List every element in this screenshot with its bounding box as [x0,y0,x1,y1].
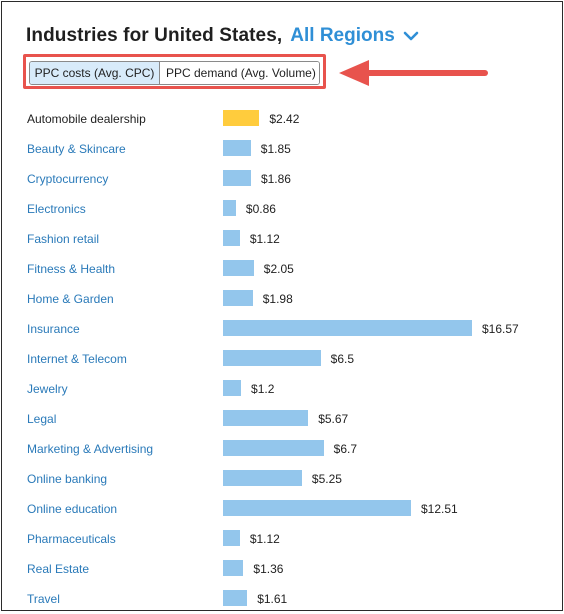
industry-row: Insurance $16.57 [27,314,547,344]
cpc-value-label: $5.67 [318,412,349,426]
industry-label[interactable]: Cryptocurrency [27,172,109,186]
industry-row: Pharmaceuticals $1.12 [27,524,547,554]
industry-label[interactable]: Home & Garden [27,292,114,306]
industry-label[interactable]: Legal [27,412,57,426]
cpc-value-label: $6.7 [333,442,358,456]
cpc-value-label: $1.61 [257,592,288,606]
cpc-value-label: $5.25 [311,472,342,486]
cpc-bar [223,500,411,516]
industry-row: Internet & Telecom $6.5 [27,344,547,374]
cpc-bar [223,560,244,576]
cpc-value-label: $12.51 [420,502,458,516]
industry-row: Online education $12.51 [27,494,547,524]
cpc-value-label: $0.86 [245,202,276,216]
industry-label: Automobile dealership [27,112,146,126]
cpc-value-label: $1.36 [253,562,284,576]
cpc-value-label: $2.05 [263,262,294,276]
industry-row: Home & Garden $1.98 [27,284,547,314]
cpc-bar [223,350,321,366]
industry-label[interactable]: Beauty & Skincare [27,142,126,156]
metric-toggle-highlight: PPC costs (Avg. CPC) PPC demand (Avg. Vo… [23,54,326,89]
region-dropdown-label: All Regions [290,25,395,46]
cpc-value-label: $1.12 [249,532,280,546]
cpc-bar [223,590,248,606]
cpc-bar [223,410,309,426]
cpc-value-label: $1.86 [260,172,291,186]
industry-label[interactable]: Online education [27,502,118,516]
industry-row: Jewelry $1.2 [27,374,547,404]
cpc-bar [223,380,242,396]
page-title: Industries for United States, [26,25,283,46]
industry-row: Electronics $0.86 [27,194,547,224]
industry-row: Marketing & Advertising $6.7 [27,434,547,464]
industry-label[interactable]: Fashion retail [27,232,100,246]
cpc-value-label: $1.2 [251,382,275,396]
industry-label[interactable]: Electronics [27,202,86,216]
cpc-bar [223,140,251,156]
ppc-demand-tab[interactable]: PPC demand (Avg. Volume) [160,62,319,84]
industry-row: Real Estate $1.36 [27,554,547,584]
industry-label[interactable]: Travel [27,592,60,606]
industry-list: Automobile dealership $2.42 Beauty & Skinc… [27,104,547,614]
cpc-bar [223,470,302,486]
cpc-bar [223,320,472,336]
industry-row: Beauty & Skincare $1.85 [27,134,547,164]
industry-row: Travel $1.61 [27,584,547,614]
industry-label[interactable]: Jewelry [27,382,68,396]
industry-row: Legal $5.67 [27,404,547,434]
callout-arrow-icon [339,60,488,86]
industry-label[interactable]: Insurance [27,322,80,336]
metric-toggle: PPC costs (Avg. CPC) PPC demand (Avg. Vo… [29,61,320,85]
industry-row: Cryptocurrency $1.86 [27,164,547,194]
cpc-bar [223,440,324,456]
region-dropdown[interactable]: All Regions [290,25,419,47]
ppc-costs-tab[interactable]: PPC costs (Avg. CPC) [30,62,160,84]
cpc-bar [223,290,253,306]
cpc-value-label: $2.42 [269,112,300,126]
cpc-bar [223,200,236,216]
cpc-bar [223,170,251,186]
chevron-down-icon [403,31,419,41]
cpc-value-label: $6.5 [330,352,355,366]
cpc-bar [223,260,254,276]
cpc-value-label: $16.57 [482,322,519,336]
industry-label[interactable]: Real Estate [27,562,90,576]
cpc-bar [223,530,240,546]
cpc-value-label: $1.85 [260,142,291,156]
panel-header: Industries for United States, All Region… [26,22,419,50]
industry-row: Online banking $5.25 [27,464,547,494]
industry-row: Fitness & Health $2.05 [27,254,547,284]
industry-label[interactable]: Internet & Telecom [27,352,127,366]
industry-label[interactable]: Pharmaceuticals [27,532,116,546]
cpc-bar [223,110,260,126]
cpc-value-label: $1.98 [262,292,293,306]
industry-row: Automobile dealership $2.42 [27,104,547,134]
cpc-value-label: $1.12 [249,232,280,246]
cpc-bar [223,230,240,246]
industry-label[interactable]: Fitness & Health [27,262,116,276]
industry-label[interactable]: Marketing & Advertising [27,442,154,456]
industry-row: Fashion retail $1.12 [27,224,547,254]
industry-label[interactable]: Online banking [27,472,108,486]
